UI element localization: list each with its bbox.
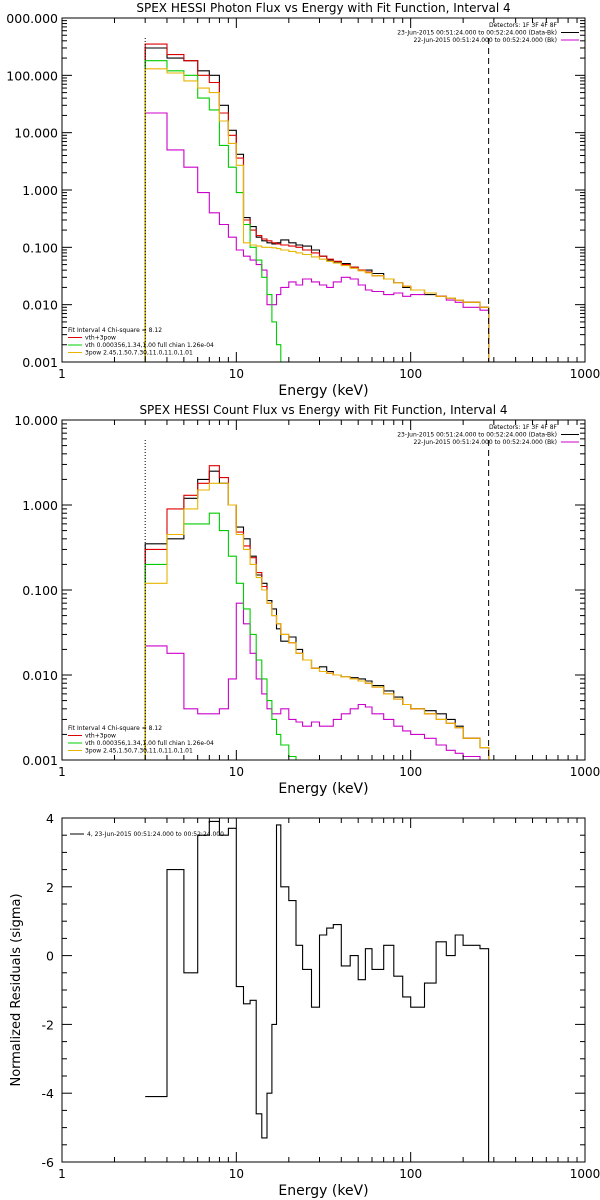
y-tick-label-0-3: 1.000 (22, 183, 58, 198)
chart-title-1: SPEX HESSI Count Flux vs Energy with Fit… (139, 403, 507, 417)
legend-bl-1-0: Fit Interval 4 Chi-square = 8.12 (68, 725, 162, 732)
series-line-0-1 (144, 112, 490, 362)
x-tick-label-1-2: 100 (399, 765, 422, 779)
x-axis-label-2: Energy (keV) (278, 1183, 368, 1199)
legend-tr-0-2: 22-Jun-2015 00:51:24.000 to 00:52:24.000… (414, 37, 557, 44)
series-line-0-0 (144, 47, 490, 362)
y-tick-label-0-4: 10.000 (14, 126, 58, 141)
y-tick-label-2-1: -4 (42, 1086, 55, 1101)
y-tick-label-1-3: 1.000 (22, 498, 58, 513)
legend-bl-0-0: Fit Interval 4 Chi-square = 8.12 (68, 327, 162, 334)
x-tick-label-1-3: 1000 (570, 765, 600, 779)
series-line-1-3 (144, 512, 489, 760)
legend-bl-0-1: vth+3pow (85, 335, 116, 342)
x-tick-label-1-1: 10 (229, 765, 244, 779)
axes-box-1 (61, 419, 586, 761)
y-tick-label-1-0: 0.001 (22, 753, 58, 768)
y-tick-label-0-0: 0.001 (22, 355, 58, 370)
axes-box-2 (61, 817, 586, 1163)
y-tick-label-2-0: -6 (42, 1155, 55, 1170)
legend-tl-2-0: 4, 23-Jun-2015 00:51:24.000 to 00:52:24.… (87, 831, 224, 838)
y-tick-label-0-2: 0.100 (22, 240, 58, 255)
x-tick-label-0-3: 1000 (570, 367, 600, 381)
y-tick-label-2-5: 4 (46, 811, 54, 826)
y-tick-label-1-4: 10.000 (14, 413, 58, 428)
y-tick-label-2-2: -2 (42, 1017, 54, 1032)
y-tick-label-2-4: 2 (46, 880, 54, 895)
y-tick-label-1-2: 0.100 (22, 583, 58, 598)
series-line-0-3 (144, 60, 489, 362)
x-tick-label-1-0: 1 (58, 765, 66, 779)
y-tick-label-0-6: 000.000 (6, 11, 58, 26)
series-line-0-4 (144, 68, 490, 362)
y-tick-label-2-3: 0 (46, 949, 54, 964)
legend-bl-1-3: 3pow 2.45,1.50,7.30,11.0,11.0,1.01 (85, 748, 193, 755)
chart-title-0: SPEX HESSI Photon Flux vs Energy with Fi… (136, 1, 510, 15)
axes-box-0 (61, 17, 586, 363)
legend-bl-0-3: 3pow 2.45,1.50,7.30,11.0,11.0,1.01 (85, 350, 193, 357)
legend-tr-1-0: Detectors: 1F 3F 4F 8F (489, 424, 558, 431)
x-tick-label-2-1: 10 (229, 1167, 244, 1181)
legend-bl-1-1: vth+3pow (85, 733, 116, 740)
series-line-1-2 (144, 465, 490, 760)
legend-tr-1-2: 22-Jun-2015 00:51:24.000 to 00:52:24.000… (414, 439, 557, 446)
series-line-1-4 (144, 482, 490, 760)
legend-bl-0-2: vth 0.000356,1.34,1.00 full chian 1.26e-… (85, 342, 214, 349)
x-tick-label-2-3: 1000 (570, 1167, 600, 1181)
plot-area-2 (145, 820, 490, 1162)
series-line-1-1 (144, 602, 489, 760)
legend-tr-0-0: Detectors: 1F 3F 4F 8F (489, 22, 558, 29)
x-tick-label-0-1: 10 (229, 367, 244, 381)
x-tick-label-0-0: 1 (58, 367, 66, 381)
series-line-1-0 (144, 470, 490, 760)
x-tick-label-0-2: 100 (399, 367, 422, 381)
plot-area-1 (144, 465, 490, 760)
x-axis-label-1: Energy (keV) (278, 781, 368, 797)
x-tick-label-2-0: 1 (58, 1167, 66, 1181)
legend-bl-1-2: vth 0.000356,1.34,1.00 full chian 1.26e-… (85, 740, 214, 747)
x-axis-label-0: Energy (keV) (278, 383, 368, 399)
legend-tr-1-1: 23-Jun-2015 00:51:24.000 to 00:52:24.000… (397, 432, 557, 439)
series-line-0-2 (144, 43, 490, 362)
legend-tr-0-1: 23-Jun-2015 00:51:24.000 to 00:52:24.000… (397, 30, 557, 37)
series-line-2-0 (145, 820, 490, 1162)
y-axis-label-2: Normalized Residuals (sigma) (9, 893, 24, 1086)
y-tick-label-1-1: 0.010 (22, 668, 58, 683)
y-tick-label-0-5: 100.000 (6, 68, 58, 83)
plot-area-0 (144, 43, 490, 362)
x-tick-label-2-2: 100 (399, 1167, 422, 1181)
y-tick-label-0-1: 0.010 (22, 298, 58, 313)
